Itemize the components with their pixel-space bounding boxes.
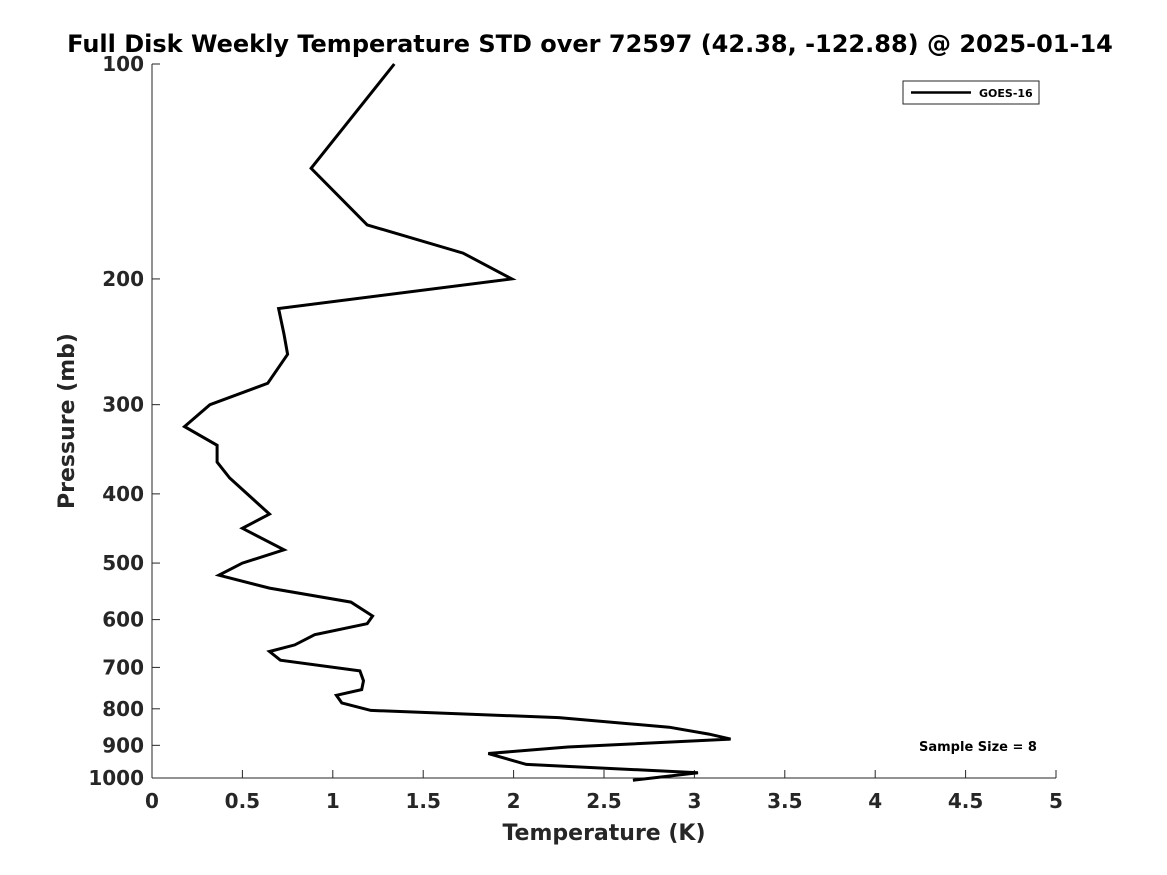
y-tick-label: 200 (102, 267, 144, 291)
y-tick-label: 300 (102, 393, 144, 417)
y-tick-label: 900 (102, 733, 144, 757)
x-tick-label: 5 (1049, 789, 1063, 813)
x-tick-label: 4 (868, 789, 882, 813)
series-line-goes16 (181, 63, 731, 782)
y-tick-label: 1000 (88, 766, 144, 790)
y-tick-label: 400 (102, 482, 144, 506)
x-tick-label: 2.5 (586, 789, 621, 813)
chart-title: Full Disk Weekly Temperature STD over 72… (67, 30, 1113, 58)
x-tick-label: 1.5 (405, 789, 440, 813)
x-tick-label: 3 (687, 789, 701, 813)
sample-size-annotation: Sample Size = 8 (919, 740, 1037, 755)
x-tick-label: 3.5 (767, 789, 802, 813)
y-tick-label: 600 (102, 608, 144, 632)
x-tick-label: 2 (507, 789, 521, 813)
x-axis-label: Temperature (K) (502, 821, 705, 846)
legend-label-goes16: GOES-16 (979, 87, 1033, 100)
x-tick-label: 4.5 (948, 789, 983, 813)
x-tick-label: 0 (145, 789, 159, 813)
y-tick-label: 800 (102, 697, 144, 721)
y-axis-ticks: 100 200 300 400 500 600 700 800 900 1000 (88, 52, 160, 790)
x-tick-label: 0.5 (225, 789, 260, 813)
legend: GOES-16 (902, 80, 1040, 105)
y-axis-label: Pressure (mb) (55, 333, 80, 509)
x-tick-label: 1 (326, 789, 340, 813)
series-layer (181, 63, 731, 782)
y-tick-label: 700 (102, 655, 144, 679)
y-tick-label: 100 (102, 52, 144, 76)
plot-area (151, 64, 1056, 779)
x-axis-ticks: 0 0.5 1 1.5 2 2.5 3 3.5 4 4.5 5 (145, 770, 1063, 813)
y-tick-label: 500 (102, 551, 144, 575)
